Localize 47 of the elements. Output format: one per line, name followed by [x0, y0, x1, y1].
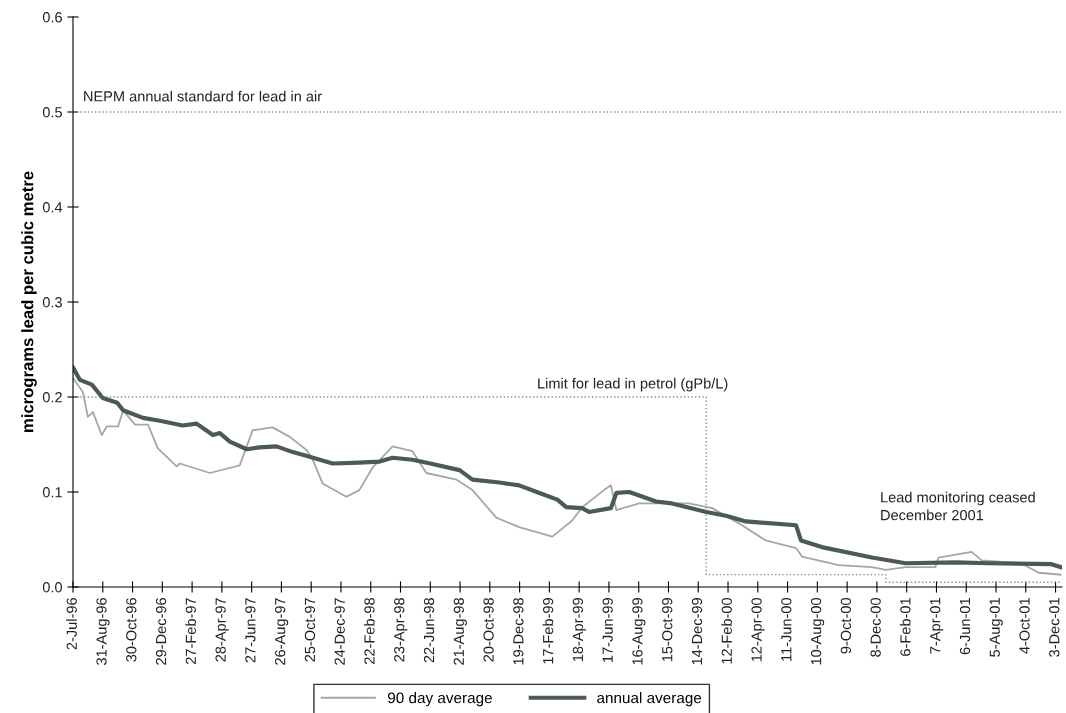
y-tick-label: 0.2 [42, 392, 62, 403]
x-tick-label: 30-Oct-96 [126, 598, 137, 662]
x-tick-label: 7-Apr-01 [930, 598, 944, 654]
x-tick-label: 25-Oct-97 [304, 598, 316, 662]
y-tick-label: 0.5 [42, 107, 62, 118]
x-tick-label: 12-Apr-00 [751, 597, 765, 662]
x-tick-label: 9-Oct-00 [840, 597, 852, 654]
x-tick-label: 31-Aug-96 [96, 598, 110, 665]
x-tick-label: 6-Jun-01 [959, 598, 971, 655]
x-tick-label: 6-Feb-01 [899, 598, 911, 656]
x-tick-label: 20-Oct-98 [483, 598, 494, 662]
x-tick-label: 16-Aug-99 [632, 598, 646, 665]
x-tick-label: 17-Feb-99 [542, 598, 554, 664]
x-tick-label: 27-Feb-97 [185, 598, 197, 664]
y-tick-label: 0.4 [42, 202, 63, 213]
x-tick-label: 11-Jun-00 [781, 597, 792, 661]
x-tick-label: 28-Apr-97 [215, 598, 229, 662]
legend-label: 90 day average [387, 692, 492, 707]
legend-label: annual average [597, 692, 702, 707]
x-tick-label: 14-Dec-99 [691, 598, 703, 665]
y-axis-title: micrograms lead per cubic metre [21, 171, 37, 432]
x-tick-label: 5-Aug-01 [989, 598, 1003, 657]
x-tick-label: 27-Jun-97 [245, 598, 256, 663]
x-tick-label: 22-Feb-98 [363, 598, 375, 664]
y-tick-label: 0.3 [42, 297, 62, 308]
x-tick-label: 3-Dec-01 [1049, 598, 1060, 657]
y-tick-label: 0.1 [42, 487, 62, 498]
x-tick-label: 17-Jun-99 [602, 598, 613, 662]
annotation: Limit for lead in petrol (gPb/L) [538, 377, 728, 392]
x-tick-label: 22-Jun-98 [423, 598, 435, 663]
y-tick-label: 0.6 [42, 12, 62, 23]
y-tick-label: 0.0 [42, 582, 63, 593]
x-tick-label: 19-Dec-98 [513, 598, 524, 665]
x-tick-label: 29-Dec-96 [155, 598, 167, 665]
x-tick-label: 2-Jul-96 [66, 598, 77, 650]
x-tick-label: 23-Apr-98 [394, 598, 408, 662]
x-tick-label: 15-Oct-99 [662, 598, 673, 662]
x-tick-label: 8-Dec-00 [870, 597, 881, 657]
ref-line-label: NEPM annual standard for lead in air [84, 90, 322, 102]
x-tick-label: 26-Aug-97 [275, 598, 289, 665]
x-tick-label: 12-Feb-00 [721, 597, 732, 664]
x-tick-label: 24-Dec-97 [334, 598, 345, 665]
x-tick-label: 21-Aug-98 [453, 598, 467, 665]
x-tick-label: 18-Apr-99 [572, 598, 586, 662]
x-tick-label: 10-Aug-00 [810, 597, 825, 665]
x-tick-label: 4-Oct-01 [1019, 598, 1030, 654]
annotation: Lead monitoring ceased December 2001 [881, 491, 1035, 521]
